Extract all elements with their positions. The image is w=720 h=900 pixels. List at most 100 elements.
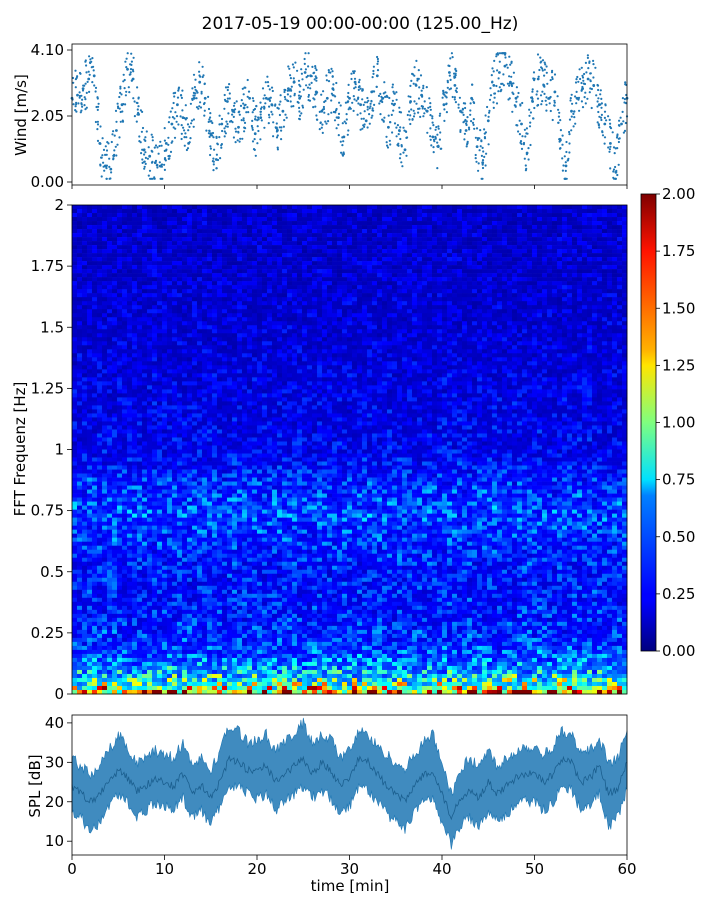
spectrogram-cell: [102, 253, 108, 258]
spectrogram-cell: [522, 325, 528, 330]
spectrogram-cell: [587, 237, 593, 242]
spectrogram-cell: [512, 301, 518, 306]
spectrogram-cell: [162, 249, 168, 254]
wind-point: [466, 116, 469, 119]
spectrogram-cell: [122, 241, 128, 246]
spectrogram-cell: [512, 261, 518, 266]
wind-point: [195, 97, 198, 100]
wind-point: [612, 146, 616, 149]
spectrogram-cell: [567, 221, 573, 226]
spectrogram-cell: [377, 273, 383, 278]
spectrogram-cell: [592, 261, 598, 266]
spectrogram-cell: [337, 313, 343, 318]
wind-point: [527, 158, 530, 161]
spectrogram-cell: [312, 289, 318, 294]
spectrogram-cell: [412, 305, 418, 310]
spectrogram-cell: [127, 209, 133, 214]
spectrogram-cell: [567, 293, 573, 298]
wind-point: [234, 127, 237, 130]
spectrogram-cell: [92, 313, 98, 318]
spectrogram-cell: [77, 297, 83, 302]
spectrogram-cell: [597, 313, 603, 318]
wind-point: [448, 74, 451, 77]
spectrogram-cell: [127, 329, 133, 334]
spectrogram-cell: [457, 285, 463, 290]
spectrogram-cell: [107, 273, 113, 278]
spectrogram-cell: [497, 257, 503, 262]
spectrogram-cell: [77, 205, 83, 210]
spectrogram-cell: [112, 265, 118, 270]
spectrogram-cell: [232, 317, 238, 322]
wind-point: [255, 104, 258, 108]
wind-point: [115, 129, 118, 132]
wind-point: [398, 106, 401, 109]
spectrogram-cell: [272, 313, 278, 318]
spectrogram-cell: [97, 209, 103, 214]
wind-point: [567, 157, 570, 160]
spectrogram-cell: [217, 309, 223, 314]
spectrogram-cell: [207, 305, 213, 310]
spectrogram-cell: [607, 309, 613, 314]
wind-point: [285, 116, 288, 119]
spectrogram-cell: [327, 305, 333, 310]
spectrogram-cell: [352, 257, 358, 262]
spectrogram-cell: [597, 273, 603, 278]
wind-point: [257, 116, 260, 119]
spectrogram-cell: [457, 269, 463, 274]
wind-point: [541, 69, 544, 72]
spectrogram-cell: [122, 213, 128, 218]
spectrogram-cell: [252, 237, 258, 242]
wind-point: [415, 59, 418, 63]
spectrogram-cell: [292, 213, 298, 218]
spectrogram-cell: [492, 225, 498, 230]
spectrogram-cell: [347, 317, 353, 322]
wind-point: [211, 134, 214, 137]
spectrogram-cell: [577, 241, 583, 246]
spectrogram-cell: [412, 273, 418, 278]
spectrogram-cell: [332, 293, 338, 298]
spectrogram-cell: [597, 289, 603, 294]
wind-point: [78, 96, 81, 99]
spectrogram-cell: [597, 209, 603, 214]
spectrogram-cell: [432, 301, 438, 306]
wind-point: [525, 167, 528, 170]
spectrogram-cell: [557, 293, 563, 298]
spectrogram-cell: [577, 217, 583, 222]
wind-point: [253, 132, 257, 136]
spectrogram-cell: [377, 293, 383, 298]
wind-point: [175, 115, 179, 118]
spectrogram-cell: [342, 257, 348, 262]
spectrogram-cell: [192, 305, 198, 310]
spectrogram-cell: [217, 273, 223, 278]
wind-point: [386, 144, 389, 147]
spectrogram-cell: [147, 301, 153, 306]
spectrogram-cell: [267, 209, 273, 214]
spectrogram-cell: [342, 213, 348, 218]
spectrogram-cell: [597, 261, 603, 266]
spectrogram-cell: [382, 261, 388, 266]
spectrogram-cell: [142, 205, 148, 210]
wind-point: [395, 98, 398, 101]
spectrogram-cell: [447, 321, 453, 326]
spectrogram-cell: [497, 273, 503, 278]
wind-point: [574, 95, 577, 98]
spectrogram-cell: [237, 221, 243, 226]
spectrogram-cell: [407, 301, 413, 306]
wind-panel: 0.002.054.10 Wind [m/s]: [12, 41, 629, 191]
spectrogram-cell: [302, 205, 308, 210]
spectrogram-cell: [97, 329, 103, 334]
spectrogram-cell: [502, 205, 508, 210]
spectrogram-cell: [532, 237, 538, 242]
wind-point: [89, 58, 92, 61]
wind-point: [293, 92, 296, 95]
spectrogram-cell: [337, 297, 343, 302]
spectrogram-cell: [267, 269, 273, 274]
spectrogram-cell: [347, 313, 353, 318]
spectrogram-cell: [142, 245, 148, 250]
spectrogram-cell: [267, 229, 273, 234]
spectrogram-cell: [507, 301, 513, 306]
wind-point: [81, 98, 84, 101]
spectrogram-cell: [397, 293, 403, 298]
spectrogram-cell: [482, 321, 488, 326]
spectrogram-cell: [257, 229, 263, 234]
